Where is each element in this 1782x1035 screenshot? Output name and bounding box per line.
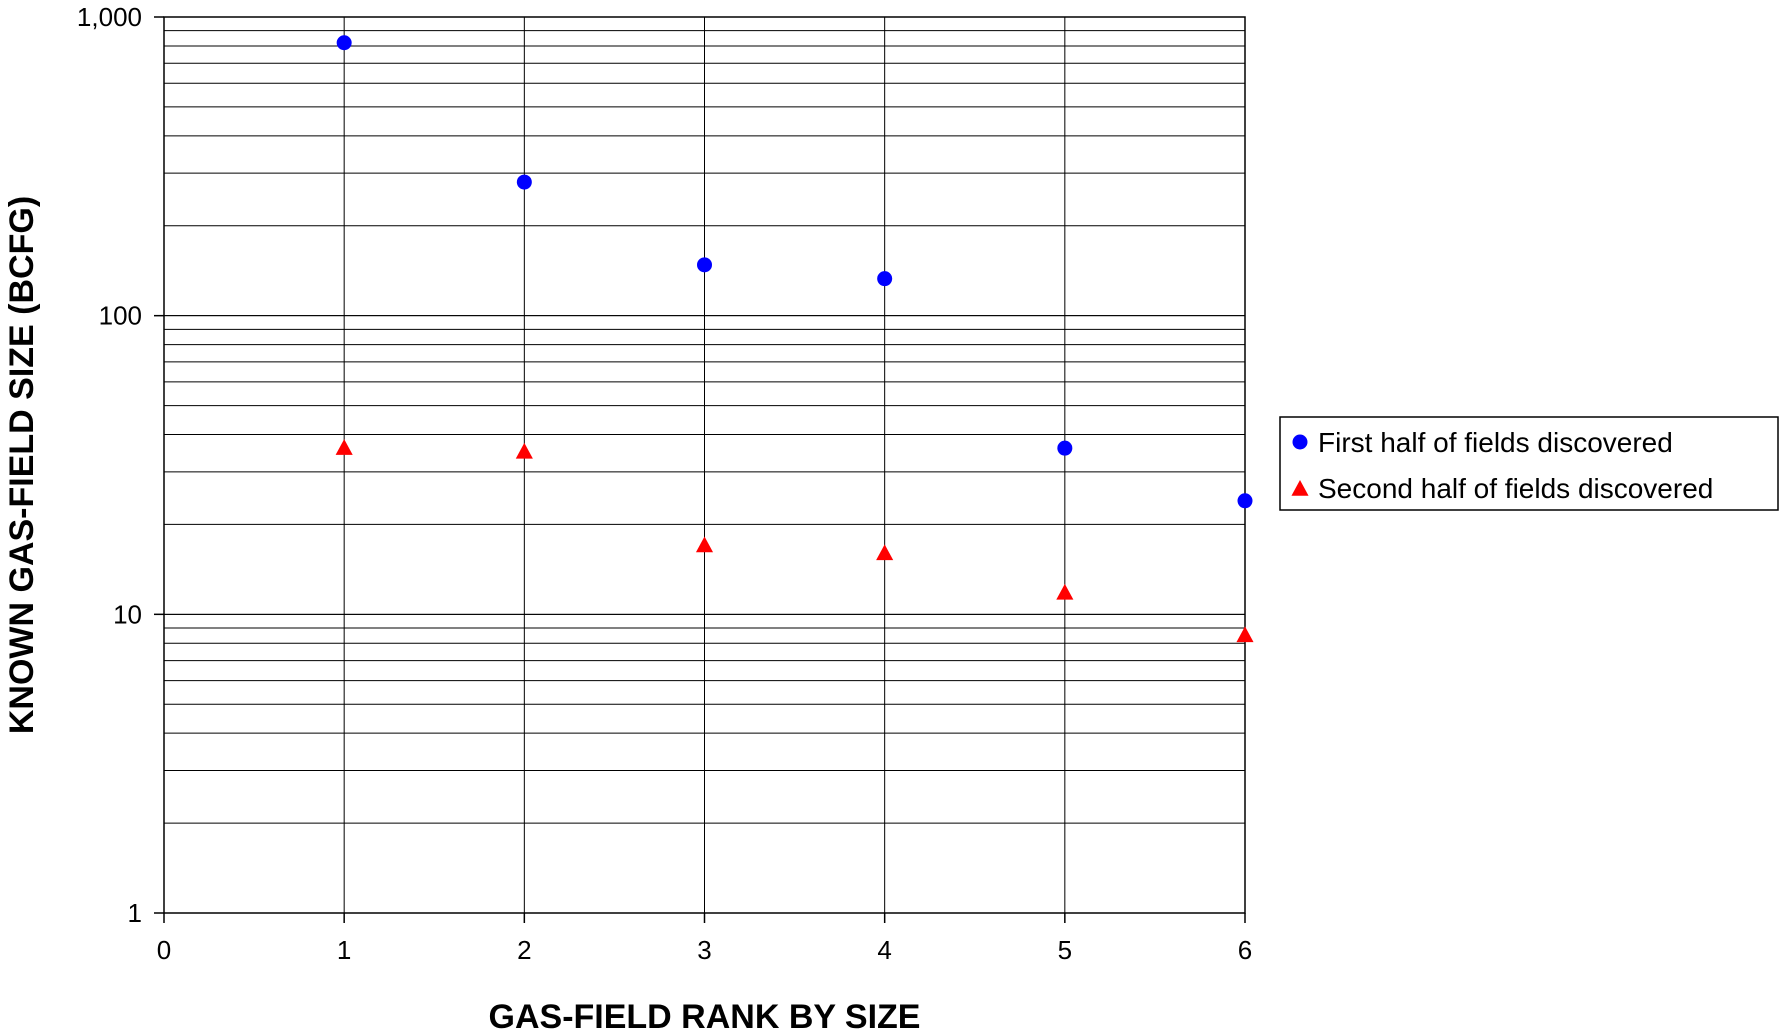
legend-marker-circle: [1292, 434, 1308, 450]
grid-lines: [164, 16, 1246, 914]
data-point-triangle: [1056, 583, 1074, 600]
x-axis-title: GAS-FIELD RANK BY SIZE: [489, 998, 921, 1035]
legend-entry-first-half: First half of fields discovered: [1318, 427, 1673, 458]
data-point-circle: [1237, 493, 1253, 509]
data-point-circle: [516, 174, 532, 190]
data-point-circle: [877, 271, 893, 287]
y-tick-label: 10: [113, 599, 142, 629]
data-point-circle: [697, 257, 712, 273]
legend-entry-second-half: Second half of fields discovered: [1318, 473, 1713, 504]
legend: First half of fields discovered Second h…: [1279, 416, 1779, 511]
data-point-triangle: [695, 536, 714, 553]
y-tick-label: 1,000: [77, 2, 142, 32]
x-tick-label: 0: [157, 935, 171, 965]
x-tick-label: 6: [1238, 935, 1252, 965]
data-points: [335, 35, 1254, 643]
x-tick-label: 1: [337, 935, 351, 965]
data-point-triangle: [515, 442, 533, 459]
data-point-circle: [336, 35, 352, 51]
x-tick-label: 2: [517, 935, 531, 965]
x-tick-label: 5: [1058, 935, 1072, 965]
data-point-triangle: [1236, 626, 1254, 643]
y-tick-label: 100: [99, 301, 142, 331]
y-axis-title: KNOWN GAS-FIELD SIZE (BCFG): [3, 196, 41, 734]
x-tick-label: 4: [877, 935, 891, 965]
x-tick-label: 3: [697, 935, 711, 965]
data-point-triangle: [335, 439, 353, 455]
data-point-circle: [1057, 440, 1073, 456]
legend-marker-triangle: [1291, 480, 1309, 496]
y-tick-label: 1: [128, 898, 142, 928]
legend-box: [1279, 416, 1779, 511]
data-point-triangle: [876, 544, 894, 561]
